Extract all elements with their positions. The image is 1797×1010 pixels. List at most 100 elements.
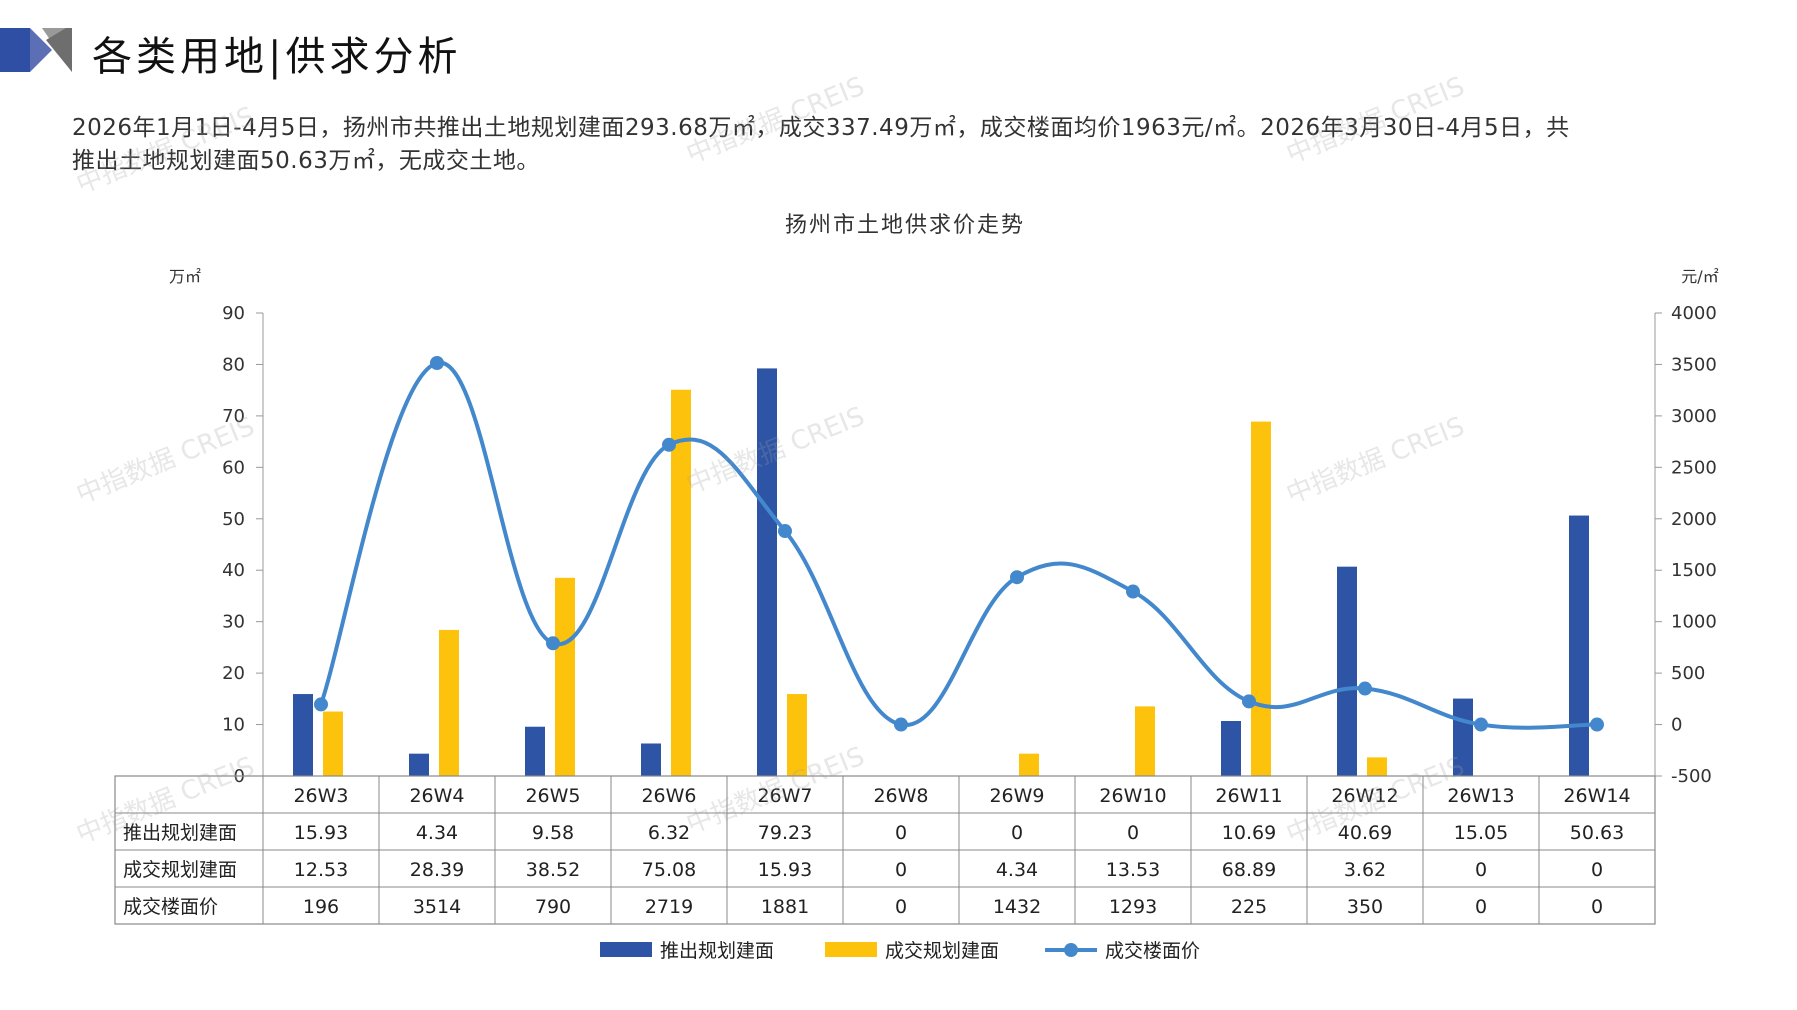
supply-bar <box>1337 566 1357 776</box>
left-axis-tick-label: 70 <box>222 406 245 427</box>
table-data-label: 0 <box>1475 859 1487 881</box>
table-data-label: 15.93 <box>758 859 812 881</box>
category-label: 26W5 <box>525 785 580 807</box>
table-data-label: 6.32 <box>648 822 690 844</box>
page-header: 各类用地|供求分析 <box>0 22 1797 82</box>
transaction-bar <box>555 577 575 776</box>
left-axis-tick-label: 30 <box>222 612 245 633</box>
summary-text: 2026年1月1日-4月5日，扬州市共推出土地规划建面293.68万㎡，成交33… <box>72 112 1732 178</box>
left-axis-tick-label: 20 <box>222 663 245 684</box>
price-point <box>1590 717 1604 732</box>
legend-label: 推出规划建面 <box>660 940 774 962</box>
right-axis-tick-label: 0 <box>1671 715 1682 736</box>
page-title: 各类用地|供求分析 <box>92 34 462 80</box>
table-data-label: 28.39 <box>410 859 464 881</box>
table-data-label: 75.08 <box>642 859 696 881</box>
category-label: 26W4 <box>409 785 464 807</box>
table-data-label: 3514 <box>413 896 461 918</box>
table-series-name: 成交规划建面 <box>123 859 237 881</box>
right-axis-tick-label: 1000 <box>1671 612 1717 633</box>
table-data-label: 0 <box>1591 859 1603 881</box>
table-data-label: 79.23 <box>758 822 812 844</box>
table-data-label: 1881 <box>761 896 809 918</box>
transaction-bar <box>1135 706 1155 776</box>
table-data-label: 50.63 <box>1570 822 1624 844</box>
left-axis-tick-label: 10 <box>222 715 245 736</box>
right-axis-unit: 元/㎡ <box>1681 267 1718 286</box>
transaction-bar <box>1019 753 1039 776</box>
category-label: 26W13 <box>1447 785 1514 807</box>
right-axis-tick-label: 2500 <box>1671 457 1717 478</box>
section-logo-icon <box>0 28 72 72</box>
right-axis-tick-label: 3000 <box>1671 406 1717 427</box>
price-point <box>778 524 792 539</box>
right-axis-tick-label: -500 <box>1671 766 1712 787</box>
table-data-label: 15.05 <box>1454 822 1508 844</box>
table-data-label: 10.69 <box>1222 822 1276 844</box>
table-series-name: 推出规划建面 <box>123 822 237 844</box>
table-data-label: 0 <box>1127 822 1139 844</box>
category-label: 26W12 <box>1331 785 1398 807</box>
table-data-label: 15.93 <box>294 822 348 844</box>
table-data-label: 225 <box>1231 896 1267 918</box>
left-axis-tick-label: 60 <box>222 457 245 478</box>
table-series-name: 成交楼面价 <box>123 896 218 918</box>
category-label: 26W8 <box>873 785 928 807</box>
table-data-label: 4.34 <box>416 822 458 844</box>
table-data-label: 790 <box>535 896 571 918</box>
right-axis-tick-label: 500 <box>1671 663 1705 684</box>
table-data-label: 0 <box>1475 896 1487 918</box>
category-label: 26W7 <box>757 785 812 807</box>
category-label: 26W9 <box>989 785 1044 807</box>
transaction-bar <box>671 389 691 776</box>
price-point <box>1358 681 1372 696</box>
right-axis-tick-label: 3500 <box>1671 354 1717 375</box>
summary-line-1: 2026年1月1日-4月5日，扬州市共推出土地规划建面293.68万㎡，成交33… <box>72 115 1570 141</box>
category-label: 26W11 <box>1215 785 1282 807</box>
legend-swatch <box>600 942 652 957</box>
transaction-bar <box>439 629 459 776</box>
left-axis-tick-label: 80 <box>222 354 245 375</box>
table-data-label: 2719 <box>645 896 693 918</box>
supply-bar <box>1221 721 1241 776</box>
supply-bar <box>757 368 777 776</box>
price-point <box>1242 694 1256 709</box>
table-data-label: 0 <box>895 859 907 881</box>
transaction-bar <box>1367 757 1387 776</box>
transaction-bar <box>323 711 343 776</box>
legend-line-marker <box>1064 943 1078 957</box>
chart-title: 扬州市土地供求价走势 <box>785 213 1025 238</box>
left-axis-tick-label: 90 <box>222 303 245 324</box>
table-data-label: 0 <box>895 896 907 918</box>
legend-swatch <box>825 942 877 957</box>
supply-bar <box>1453 698 1473 776</box>
table-data-label: 12.53 <box>294 859 348 881</box>
supply-bar <box>409 753 429 776</box>
price-point <box>1126 584 1140 599</box>
table-data-label: 4.34 <box>996 859 1038 881</box>
table-data-label: 3.62 <box>1344 859 1386 881</box>
price-point <box>662 437 676 452</box>
price-point <box>430 356 444 371</box>
legend-label: 成交楼面价 <box>1105 940 1200 962</box>
table-data-label: 350 <box>1347 896 1383 918</box>
table-data-label: 1293 <box>1109 896 1157 918</box>
category-label: 26W10 <box>1099 785 1166 807</box>
left-axis-tick-label: 50 <box>222 509 245 530</box>
table-data-label: 0 <box>1591 896 1603 918</box>
table-data-label: 9.58 <box>532 822 574 844</box>
right-axis-tick-label: 4000 <box>1671 303 1717 324</box>
table-data-label: 40.69 <box>1338 822 1392 844</box>
price-point <box>1010 570 1024 585</box>
price-point <box>314 697 328 712</box>
right-axis-tick-label: 1500 <box>1671 560 1717 581</box>
table-data-label: 68.89 <box>1222 859 1276 881</box>
table-data-label: 0 <box>895 822 907 844</box>
table-data-label: 196 <box>303 896 339 918</box>
left-axis-tick-label: 40 <box>222 560 245 581</box>
price-point <box>546 636 560 651</box>
supply-bar <box>1569 515 1589 776</box>
legend-label: 成交规划建面 <box>885 940 999 962</box>
price-point <box>1474 717 1488 732</box>
